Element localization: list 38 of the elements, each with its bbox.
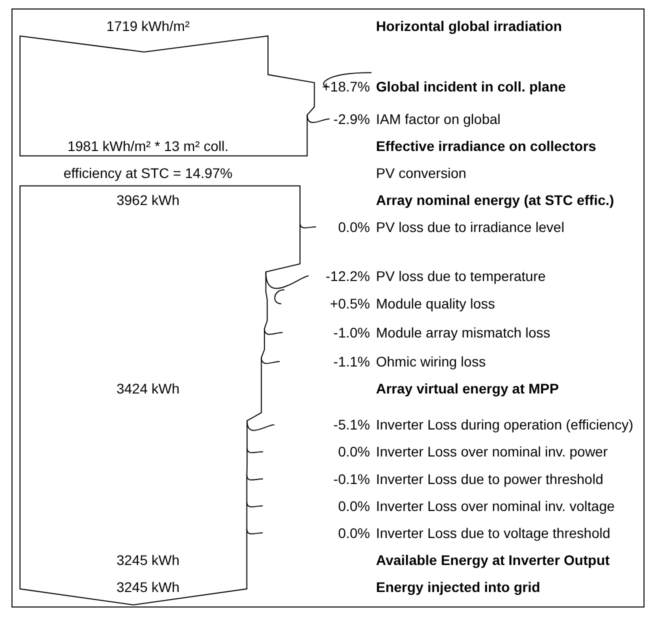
data-label: -1.1%: [333, 354, 370, 370]
text: efficiency at STC = 14.97%: [64, 164, 232, 181]
data-label: -12.2%: [326, 268, 370, 284]
category-label: PV loss due to temperature: [376, 268, 546, 284]
text: 1981 kWh/m² * 13 m² coll.: [67, 138, 229, 154]
category-label: IAM factor on global: [376, 110, 501, 127]
data-label: +18.7%: [322, 78, 370, 95]
category-label: Global incident in coll. plane: [376, 78, 566, 95]
text: 1719 kWh/m²: [106, 18, 190, 34]
category-label: Horizontal global irradiation: [376, 18, 562, 34]
category-label: Ohmic wiring loss: [376, 354, 486, 370]
text: 3962 kWh: [116, 192, 180, 208]
text: 3424 kWh: [116, 380, 180, 397]
data-label: 0.0%: [338, 444, 370, 460]
data-label: +0.5%: [330, 296, 370, 312]
data-label: 0.0%: [338, 498, 370, 514]
category-label: PV loss due to irradiance level: [376, 218, 564, 235]
category-label: Inverter Loss over nominal inv. power: [376, 444, 608, 460]
category-label: Available Energy at Inverter Output: [376, 552, 610, 568]
category-label: Inverter Loss due to power threshold: [376, 470, 604, 487]
data-label: 0.0%: [338, 524, 370, 541]
category-label: Energy injected into grid: [376, 578, 540, 595]
text: 3245 kWh: [116, 578, 180, 595]
category-label: Module quality loss: [376, 296, 496, 312]
category-label: Inverter Loss during operation (efficiency): [376, 416, 634, 433]
category-label: Module array mismatch loss: [376, 324, 550, 341]
data-label: 0.0%: [338, 218, 370, 235]
category-label: Inverter Loss due to voltage threshold: [376, 524, 610, 541]
data-label: -5.1%: [333, 416, 370, 433]
category-label: Inverter Loss over nominal inv. voltage: [376, 498, 615, 514]
category-label: Array virtual energy at MPP: [376, 380, 559, 397]
data-label: -0.1%: [333, 470, 370, 487]
data-label: -2.9%: [333, 110, 370, 127]
category-label: Effective irradiance on collectors: [376, 138, 596, 154]
category-label: PV conversion: [376, 164, 466, 181]
text: 3245 kWh: [116, 552, 180, 568]
category-label: Array nominal energy (at STC effic.): [376, 192, 614, 208]
data-label: -1.0%: [333, 324, 370, 341]
